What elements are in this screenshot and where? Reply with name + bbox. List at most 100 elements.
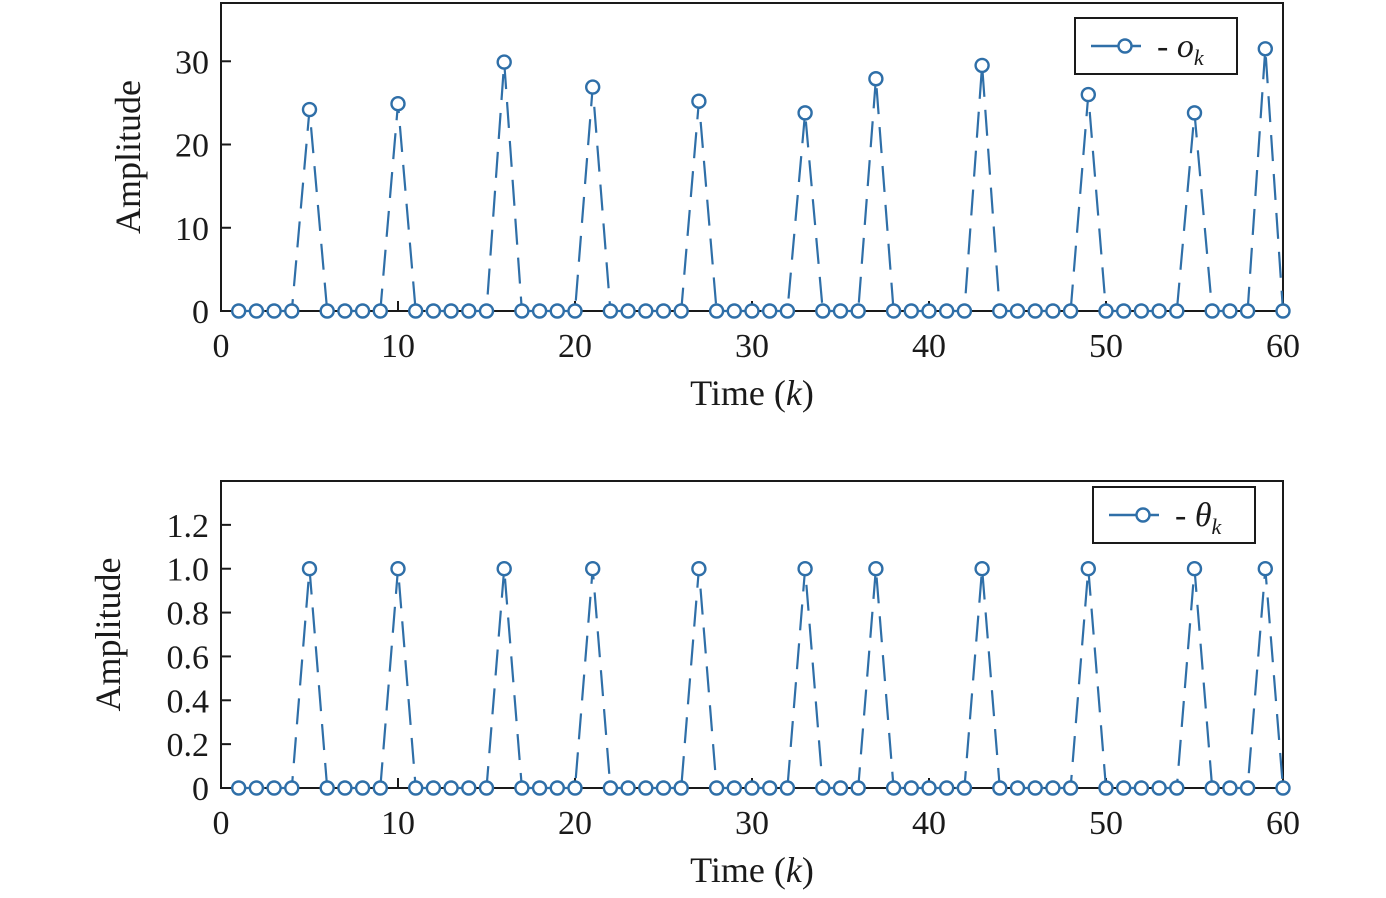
legend-label: - ok: [1157, 28, 1205, 70]
data-point: [478, 303, 495, 319]
legend-label: - θk: [1175, 497, 1223, 539]
data-point: [585, 79, 601, 95]
data-point: [1133, 303, 1150, 319]
data-point: [301, 101, 318, 118]
data-point: [762, 303, 778, 319]
data-point: [1133, 780, 1150, 796]
x-tick-label: 20: [558, 328, 592, 365]
x-tick-label: 0: [213, 805, 230, 842]
data-point: [443, 780, 459, 796]
data-point: [1204, 780, 1220, 796]
data-point: [1009, 303, 1026, 319]
data-point: [319, 780, 335, 796]
data-point: [708, 303, 725, 319]
data-point: [514, 780, 530, 796]
y-axis-label: Amplitude: [108, 80, 148, 234]
data-point: [868, 561, 884, 577]
x-tick-label: 10: [381, 805, 415, 842]
data-point: [885, 780, 902, 796]
data-point: [284, 303, 300, 319]
data-point: [602, 303, 619, 319]
x-tick-label: 30: [735, 328, 769, 365]
data-point: [1151, 303, 1167, 319]
data-point: [266, 303, 282, 319]
data-point: [956, 780, 973, 796]
data-point: [1062, 780, 1079, 796]
data-point: [673, 303, 689, 319]
data-point: [903, 780, 919, 796]
y-tick-label: 0.4: [167, 683, 210, 720]
data-point: [903, 303, 919, 319]
data-point: [1222, 303, 1238, 319]
data-point: [284, 780, 300, 796]
data-point: [230, 780, 247, 796]
x-tick-label: 0: [213, 328, 230, 365]
data-point: [230, 303, 247, 319]
x-tick-label: 20: [558, 805, 592, 842]
data-point: [496, 54, 512, 70]
data-point: [620, 780, 636, 796]
data-point: [337, 780, 353, 796]
data-point: [319, 303, 335, 319]
series-line: [238, 568, 1285, 790]
data-point: [974, 57, 990, 74]
data-point: [620, 303, 636, 319]
data-point: [1045, 303, 1061, 319]
data-point: [372, 303, 388, 319]
x-axis-label: Time (k): [690, 373, 814, 413]
data-point: [921, 780, 937, 796]
data-point: [1151, 780, 1167, 796]
data-point: [1027, 303, 1043, 319]
data-point: [372, 780, 388, 796]
data-point: [1239, 303, 1256, 319]
data-point: [655, 303, 672, 319]
data-point: [956, 303, 973, 319]
data-point: [248, 303, 265, 319]
data-point: [602, 780, 619, 796]
data-point: [266, 780, 282, 796]
data-point: [779, 780, 796, 796]
data-point: [514, 303, 530, 319]
y-axis-label: Amplitude: [88, 558, 128, 712]
data-point: [1222, 780, 1238, 796]
y-tick-label: 0.6: [167, 639, 210, 676]
data-point: [1115, 780, 1132, 796]
data-point: [691, 93, 707, 109]
data-point: [1169, 303, 1185, 319]
data-point: [850, 303, 866, 319]
data-point: [726, 303, 742, 319]
x-tick-label: 50: [1089, 805, 1123, 842]
data-point: [939, 780, 955, 796]
x-tick-label: 50: [1089, 328, 1123, 365]
data-point: [921, 303, 937, 319]
data-point: [1027, 780, 1043, 796]
data-point: [815, 303, 831, 319]
data-point: [992, 303, 1008, 319]
data-point: [461, 780, 477, 796]
data-point: [744, 303, 760, 319]
series-line: [238, 48, 1285, 313]
data-point: [815, 780, 831, 796]
data-point: [673, 780, 689, 796]
data-point: [443, 303, 459, 319]
data-point: [1098, 303, 1114, 319]
data-point: [1115, 303, 1132, 319]
chart-panel-1: 0 10 20 30 40 50 60 0 10 20 30 Time (k) Amplitude - o…: [108, 2, 1300, 413]
y-tick-label: 0: [192, 771, 209, 808]
data-point: [337, 303, 353, 319]
data-point: [1275, 303, 1291, 319]
data-point: [1062, 303, 1079, 319]
data-point: [478, 780, 495, 796]
data-point: [1045, 780, 1061, 796]
legend-marker: [1117, 38, 1133, 54]
x-tick-label: 10: [381, 328, 415, 365]
x-tick-label: 40: [912, 805, 946, 842]
data-point: [1204, 303, 1220, 319]
data-point: [726, 780, 742, 796]
data-point: [655, 780, 672, 796]
data-point: [408, 303, 424, 319]
data-point: [531, 780, 548, 796]
data-point: [390, 96, 406, 112]
data-point: [549, 303, 565, 319]
data-point: [1186, 561, 1203, 577]
